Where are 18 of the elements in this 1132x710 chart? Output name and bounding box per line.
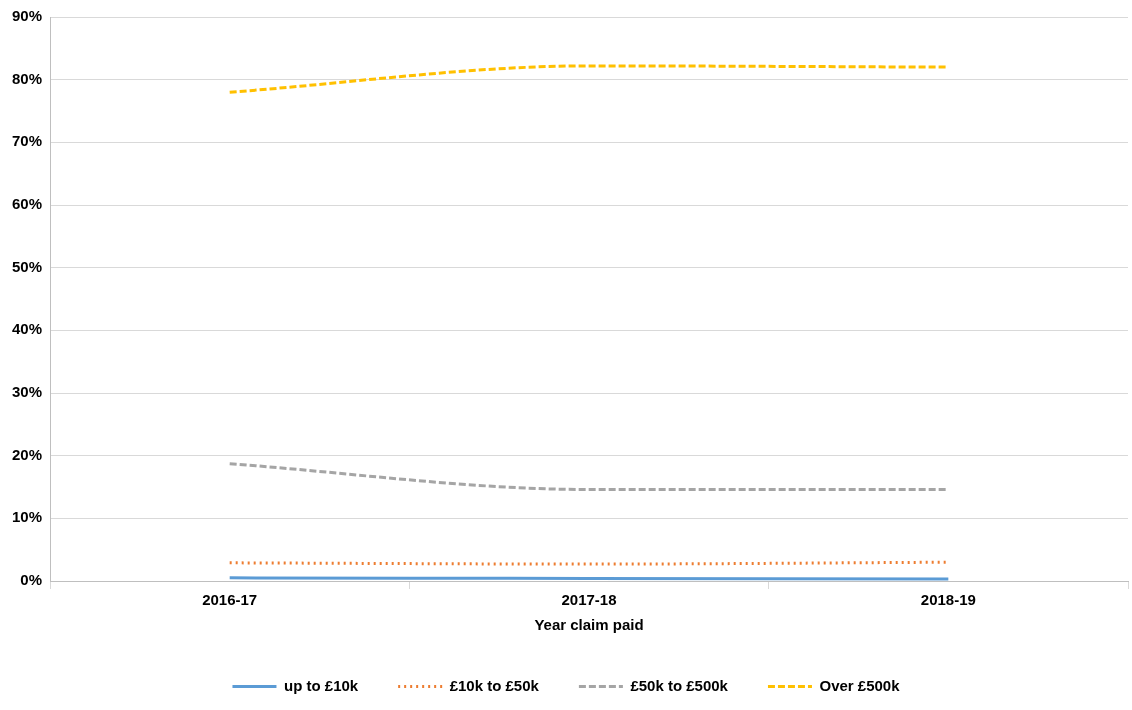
legend-label: Over £500k — [819, 676, 901, 694]
x-tick-label: 2018-19 — [920, 591, 976, 609]
legend-label: £50k to £500k — [630, 676, 729, 694]
y-tick-label: 40% — [11, 320, 43, 338]
y-tick-label: 50% — [11, 257, 43, 275]
y-tick-label: 80% — [11, 69, 43, 87]
x-axis-title: Year claim paid — [534, 616, 644, 634]
x-tick-label: 2016-17 — [202, 591, 258, 609]
y-tick-label: 10% — [11, 508, 43, 526]
y-tick-label: 60% — [11, 195, 43, 213]
x-tick-label: 2017-18 — [561, 591, 617, 609]
legend-label: £10k to £50k — [449, 676, 540, 694]
y-tick-label: 30% — [11, 383, 43, 401]
y-tick-label: 90% — [11, 7, 43, 25]
y-tick-label: 70% — [11, 132, 43, 150]
legend-label: up to £10k — [283, 676, 359, 694]
y-tick-label: 0% — [20, 571, 43, 589]
y-tick-label: 20% — [11, 445, 43, 463]
